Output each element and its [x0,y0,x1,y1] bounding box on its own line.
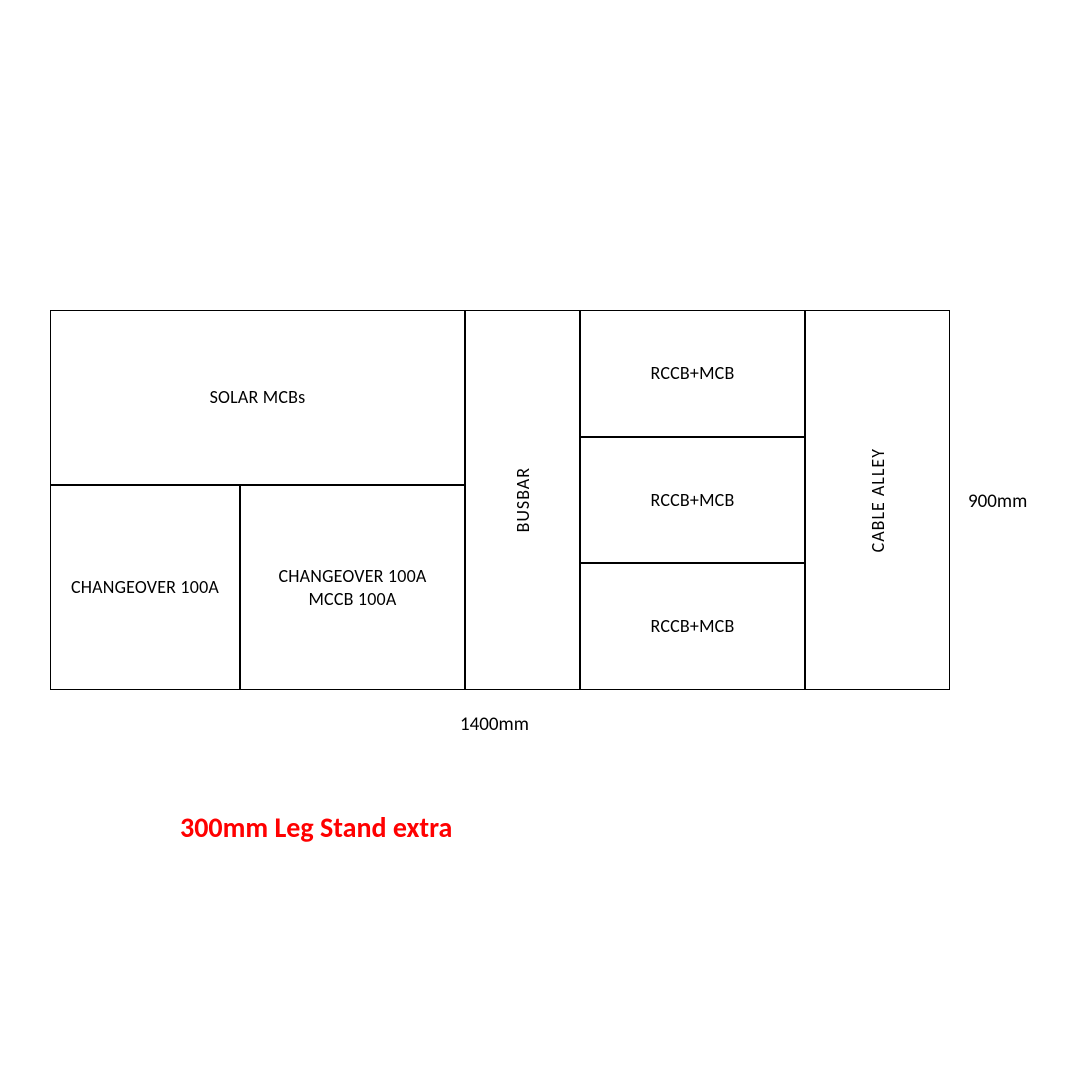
note-text: 300mm Leg Stand extra [180,810,452,845]
box-solar-mcbs: SOLAR MCBs [50,310,465,485]
label-rccb-3: RCCB+MCB [651,615,735,638]
diagram-canvas: SOLAR MCBs CHANGEOVER 100A CHANGEOVER 10… [0,0,1080,1080]
label-busbar: BUSBAR [512,467,534,532]
dim-height: 900mm [968,490,1027,513]
box-rccb-2: RCCB+MCB [580,437,805,563]
label-changeover-2: CHANGEOVER 100A MCCB 100A [278,565,426,610]
label-rccb-2: RCCB+MCB [651,489,735,512]
box-busbar: BUSBAR [465,310,580,690]
label-solar-mcbs: SOLAR MCBs [210,386,306,409]
box-changeover-1: CHANGEOVER 100A [50,485,240,690]
dim-width: 1400mm [460,713,529,736]
note-leg-stand: 300mm Leg Stand extra [180,810,452,845]
dim-width-text: 1400mm [460,713,529,736]
label-cable-alley: CABLE ALLEY [867,448,889,552]
box-cable-alley: CABLE ALLEY [805,310,950,690]
box-changeover-2: CHANGEOVER 100A MCCB 100A [240,485,465,690]
box-rccb-3: RCCB+MCB [580,563,805,690]
label-changeover-1: CHANGEOVER 100A [71,576,219,599]
box-rccb-1: RCCB+MCB [580,310,805,437]
dim-height-text: 900mm [968,490,1027,513]
label-rccb-1: RCCB+MCB [651,362,735,385]
